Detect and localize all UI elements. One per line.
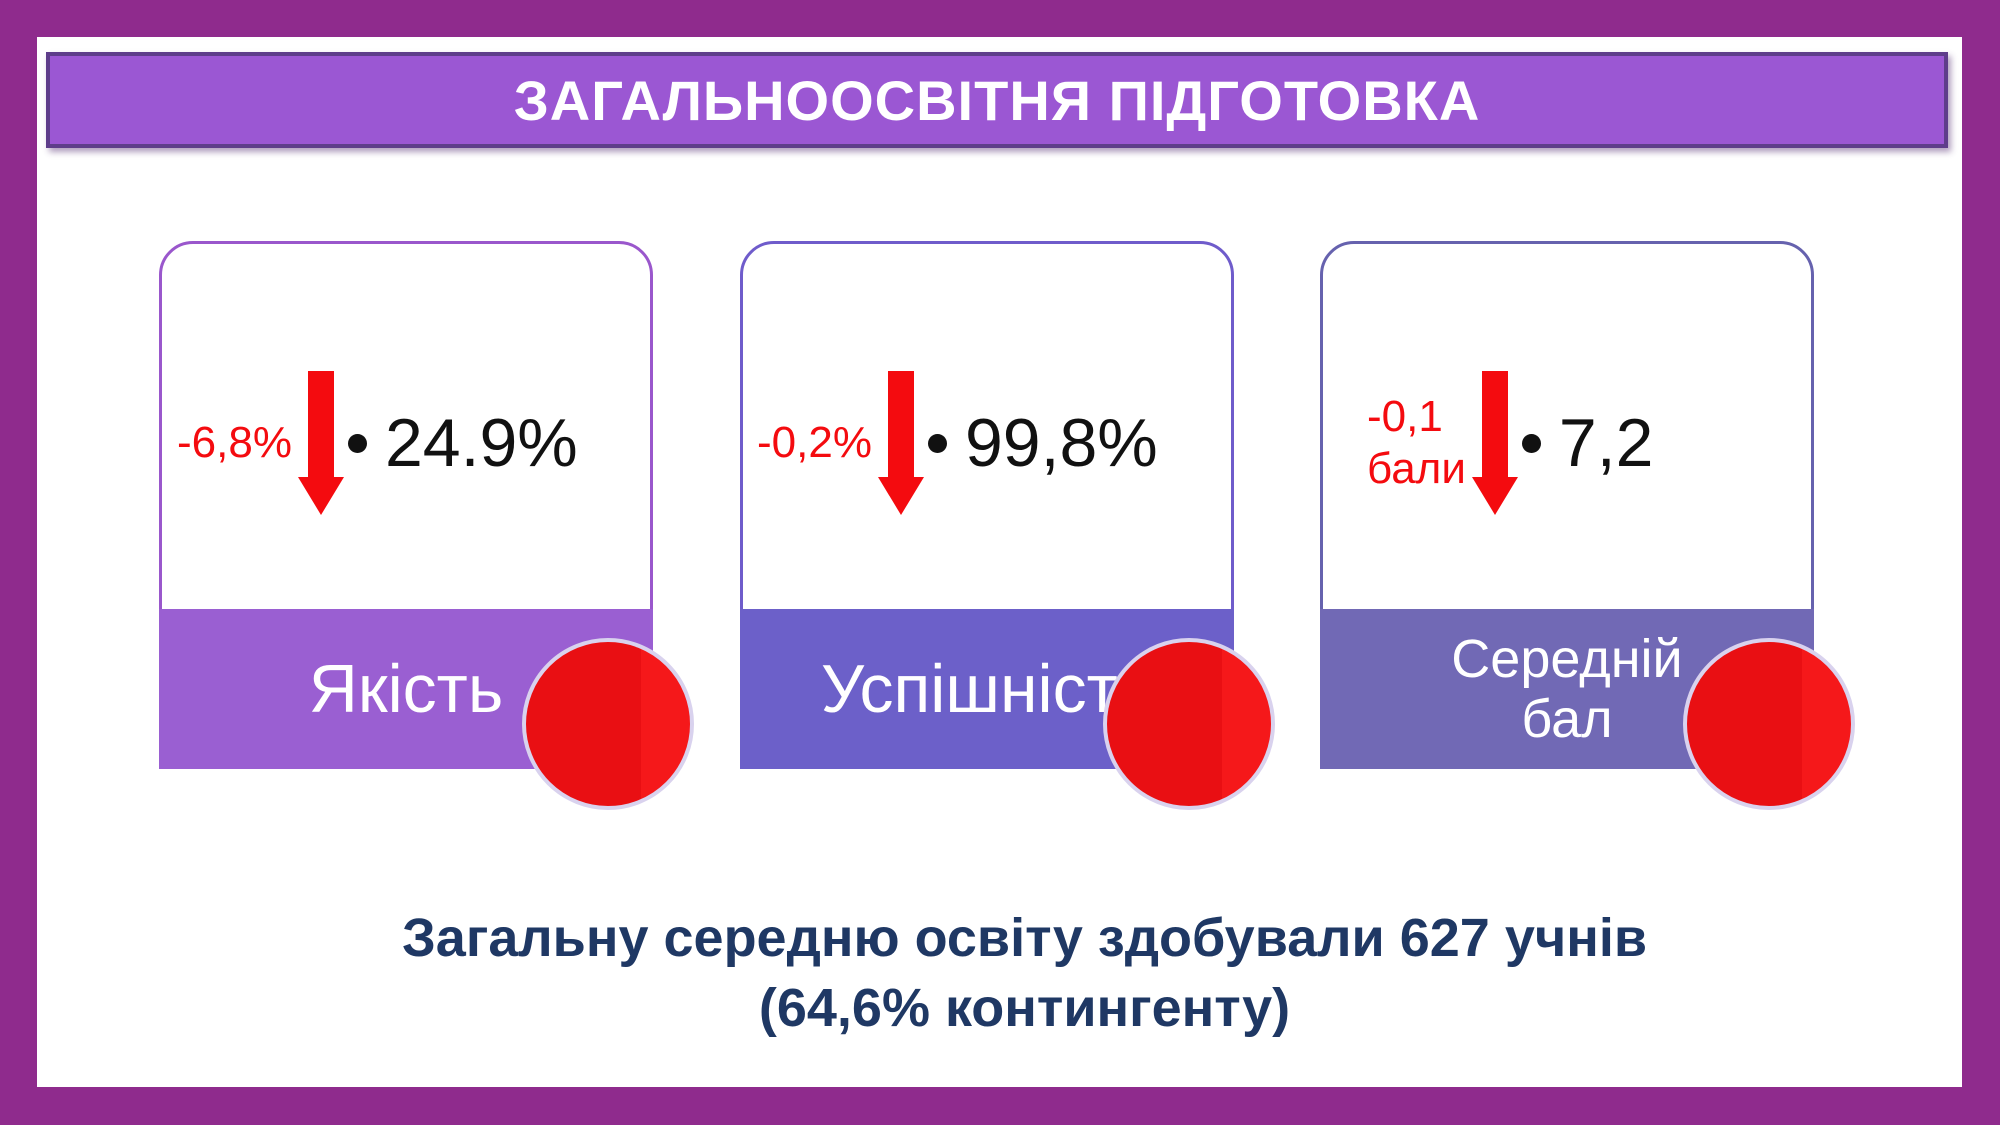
bullet-dot: [927, 433, 947, 453]
delta-line-1: -6,8%: [177, 418, 292, 467]
metric-value: 99,8%: [964, 405, 1158, 481]
metric-value: 7,2: [1558, 405, 1654, 481]
delta-line-2: бали: [1367, 444, 1466, 493]
down-arrow-icon: [877, 371, 924, 515]
delta-line-1: -0,1: [1367, 392, 1443, 441]
title-bar: ЗАГАЛЬНООСВІТНЯ ПІДГОТОВКА: [46, 52, 1948, 148]
footer-line-2: (64,6% контингенту): [758, 978, 1291, 1038]
card-label-line-2: бал: [1521, 689, 1613, 749]
metric-row: -0,1 бали 7,2: [1323, 370, 1855, 516]
footer-line-1: Загальну середню освіту здобували 627 уч…: [401, 908, 1648, 968]
down-arrow-icon: [297, 371, 344, 515]
red-circle: [522, 638, 694, 810]
delta-label: -0,2%: [757, 417, 872, 469]
metric-card-success: -0,2% 99,8% Успішність: [740, 241, 1275, 810]
red-circle: [1683, 638, 1855, 810]
red-circle: [1103, 638, 1275, 810]
metric-card-quality: -6,8% 24.9% Якість: [159, 241, 694, 810]
bullet-dot: [347, 433, 367, 453]
down-arrow-icon: [1471, 371, 1518, 515]
metric-card-average-score: -0,1 бали 7,2 Середній бал: [1320, 241, 1855, 810]
card-label: Середній бал: [1451, 629, 1682, 749]
card-label-line-1: Середній: [1451, 629, 1683, 689]
card-label: Успішність: [821, 653, 1153, 725]
delta-label: -0,1 бали: [1367, 391, 1466, 495]
page-title: ЗАГАЛЬНООСВІТНЯ ПІДГОТОВКА: [513, 68, 1481, 132]
metric-value: 24.9%: [384, 405, 578, 481]
card-label-line-1: Якість: [308, 651, 504, 727]
delta-label: -6,8%: [177, 417, 292, 469]
metric-row: -6,8% 24.9%: [162, 370, 665, 516]
delta-line-1: -0,2%: [757, 418, 872, 467]
bullet-dot: [1521, 433, 1541, 453]
metric-row: -0,2% 99,8%: [743, 370, 1245, 516]
slide-inner: ЗАГАЛЬНООСВІТНЯ ПІДГОТОВКА -6,8% 24.9% Я…: [37, 37, 1962, 1087]
card-label: Якість: [309, 653, 504, 725]
footer-text: Загальну середню освіту здобували 627 уч…: [37, 903, 1962, 1043]
card-label-line-1: Успішність: [820, 651, 1154, 727]
